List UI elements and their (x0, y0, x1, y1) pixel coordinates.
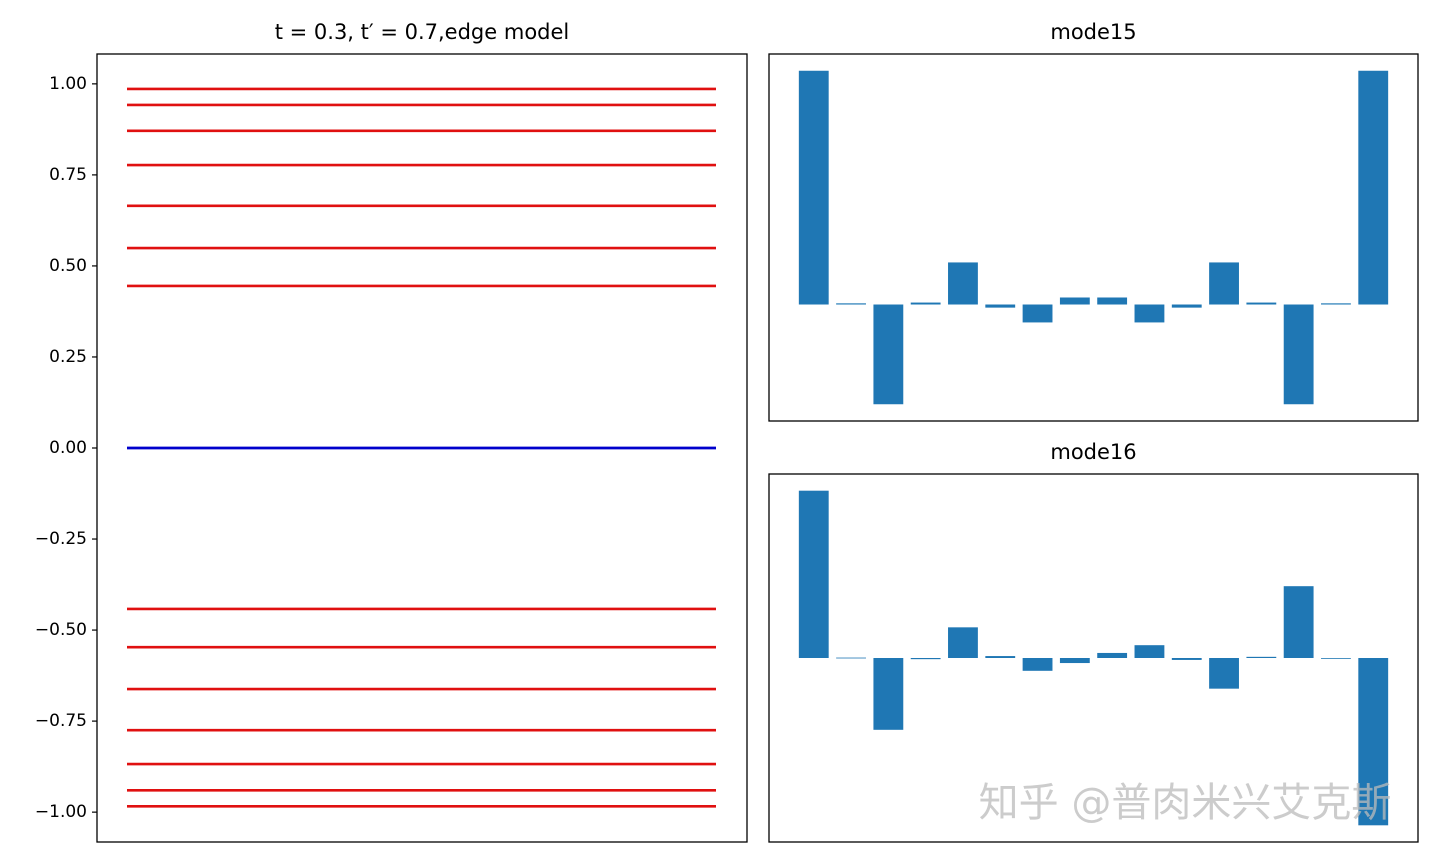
bar (1358, 658, 1389, 826)
y-tick-label: 0.50 (49, 256, 87, 276)
bar (985, 304, 1016, 308)
chart-title: t = 0.3, t′ = 0.7,edge model (275, 20, 570, 44)
bar (1283, 304, 1314, 405)
bar (1059, 658, 1090, 664)
y-tick-label: −0.75 (35, 711, 87, 731)
bar (836, 657, 866, 659)
bar (910, 302, 941, 305)
bar (873, 304, 904, 405)
bar (1171, 658, 1202, 660)
bar (873, 658, 904, 730)
bar (1209, 658, 1239, 689)
bar (948, 262, 978, 305)
bar (985, 656, 1016, 658)
axes-frame (96, 53, 748, 843)
bar (1246, 656, 1277, 658)
bar (1321, 658, 1351, 659)
bar (798, 70, 829, 305)
bar (910, 658, 941, 660)
bar (1022, 304, 1053, 323)
bar (948, 627, 978, 658)
y-tick-label: 1.00 (49, 74, 87, 94)
bar (1059, 297, 1090, 305)
bar (1134, 304, 1165, 323)
chart-title: mode15 (1050, 20, 1136, 44)
bar (1097, 652, 1128, 658)
y-tick-label: −1.00 (35, 802, 87, 822)
watermark: 知乎 @普肉米兴艾克斯 (979, 780, 1392, 826)
axes-frame (768, 53, 1419, 422)
bar (1283, 586, 1314, 658)
bar (798, 490, 829, 658)
chart-title: mode16 (1050, 440, 1136, 464)
bar (836, 303, 866, 305)
y-tick-label: 0.25 (49, 347, 87, 367)
axes-frame (768, 473, 1419, 843)
bar (1134, 645, 1165, 658)
y-tick-label: −0.50 (35, 620, 87, 640)
bar (1209, 262, 1239, 305)
bar (1358, 70, 1389, 305)
bar (1246, 302, 1277, 305)
bar (1321, 303, 1351, 305)
y-tick-label: 0.75 (49, 165, 87, 185)
bar (1171, 304, 1202, 308)
y-tick-label: −0.25 (35, 529, 87, 549)
bar (1022, 658, 1053, 671)
y-tick-label: 0.00 (49, 438, 87, 458)
bar (1097, 297, 1128, 305)
